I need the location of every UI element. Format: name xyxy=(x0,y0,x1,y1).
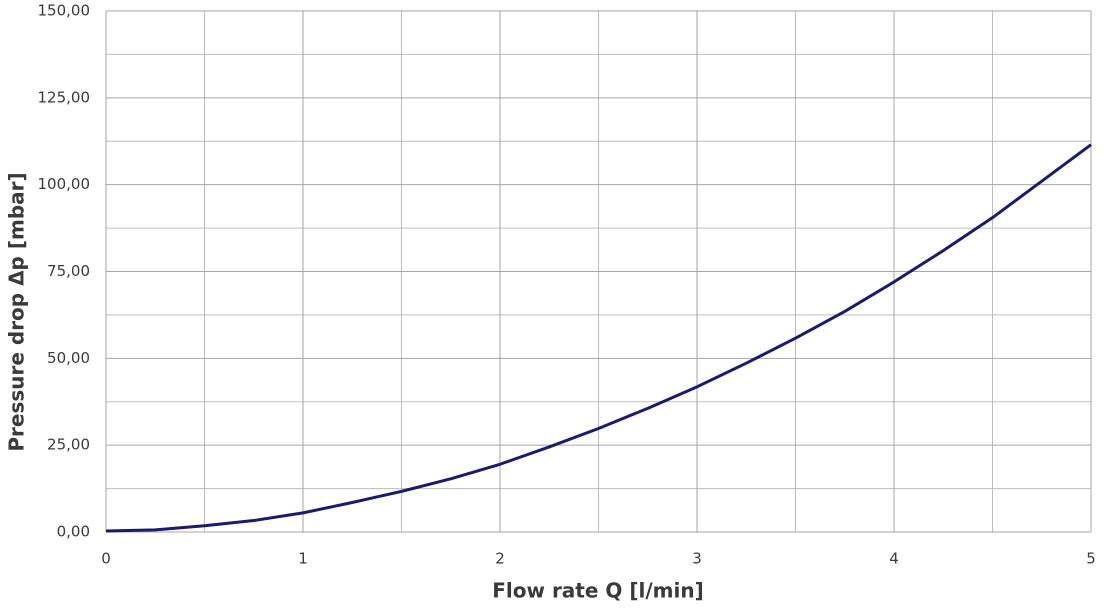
x-axis-title: Flow rate Q [l/min] xyxy=(492,579,703,603)
y-tick-label: 25,00 xyxy=(47,436,90,454)
y-tick-label: 50,00 xyxy=(47,349,90,367)
x-tick-label: 3 xyxy=(692,550,702,568)
x-tick-label: 4 xyxy=(889,550,899,568)
x-tick-label: 5 xyxy=(1086,550,1096,568)
y-tick-label: 150,00 xyxy=(38,2,91,20)
y-tick-label: 125,00 xyxy=(38,88,91,106)
line-series xyxy=(105,143,1092,533)
y-tick-label: 0,00 xyxy=(57,523,90,541)
y-tick-label: 100,00 xyxy=(38,175,91,193)
x-tick-label: 2 xyxy=(495,550,505,568)
y-tick-label: 75,00 xyxy=(47,262,90,280)
x-tick-label: 1 xyxy=(298,550,308,568)
y-axis-title: Pressure drop Δp [mbar] xyxy=(5,172,29,451)
x-tick-label: 0 xyxy=(101,550,111,568)
